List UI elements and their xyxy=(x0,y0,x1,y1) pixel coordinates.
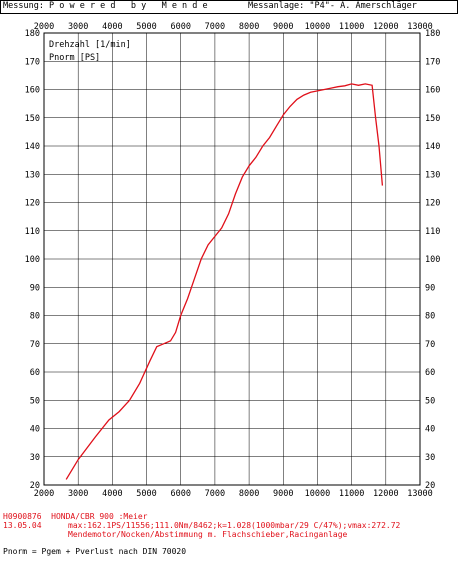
y-tick-label-left: 20 xyxy=(30,481,40,491)
x-tick-label-bottom: 9000 xyxy=(273,489,293,499)
y-tick-label-right: 50 xyxy=(425,396,435,406)
y-tick-label-left: 130 xyxy=(25,170,40,180)
y-tick-label-left: 40 xyxy=(30,425,40,435)
y-tick-label-left: 80 xyxy=(30,312,40,322)
x-tick-label-bottom: 3000 xyxy=(68,489,88,499)
x-tick-label-bottom: 5000 xyxy=(136,489,156,499)
x-tick-label-top: 13000 xyxy=(407,22,433,32)
x-tick-label-top: 8000 xyxy=(239,22,259,32)
grid-layer xyxy=(43,32,421,486)
y-axis-label: Pnorm [PS] xyxy=(49,53,100,63)
info-date: 13.05.04 xyxy=(3,521,42,530)
x-tick-label-bottom: 4000 xyxy=(102,489,122,499)
y-tick-label-left: 140 xyxy=(25,142,40,152)
series-line-pnorm xyxy=(65,83,384,480)
x-tick-label-top: 3000 xyxy=(68,22,88,32)
x-tick-label-bottom: 13000 xyxy=(407,489,433,499)
y-tick-label-right: 150 xyxy=(425,114,440,124)
y-tick-label-right: 110 xyxy=(425,227,440,237)
y-tick-label-left: 100 xyxy=(25,255,40,265)
x-tick-label-top: 4000 xyxy=(102,22,122,32)
x-tick-label-top: 2000 xyxy=(34,22,54,32)
y-tick-label-left: 90 xyxy=(30,283,40,293)
y-tick-label-left: 150 xyxy=(25,114,40,124)
x-tick-label-bottom: 6000 xyxy=(170,489,190,499)
messanlage-text: Messanlage: "P4"- A. Amerschläger xyxy=(248,1,417,11)
y-tick-label-right: 160 xyxy=(425,86,440,96)
y-tick-label-right: 140 xyxy=(425,142,440,152)
x-tick-label-top: 5000 xyxy=(136,22,156,32)
x-tick-label-top: 10000 xyxy=(305,22,331,32)
x-axis-label: Drehzahl [1/min] xyxy=(49,40,131,50)
legend: Drehzahl [1/min] Pnorm [PS] xyxy=(49,40,131,63)
y-tick-label-right: 80 xyxy=(425,312,435,322)
y-tick-label-left: 60 xyxy=(30,368,40,378)
x-tick-label-top: 6000 xyxy=(170,22,190,32)
y-tick-label-left: 170 xyxy=(25,57,40,67)
x-tick-label-bottom: 7000 xyxy=(205,489,225,499)
y-tick-label-right: 90 xyxy=(425,283,435,293)
x-tick-label-bottom: 8000 xyxy=(239,489,259,499)
x-tick-label-bottom: 12000 xyxy=(373,489,399,499)
x-tick-label-bottom: 2000 xyxy=(34,489,54,499)
x-tick-label-top: 9000 xyxy=(273,22,293,32)
y-tick-label-right: 130 xyxy=(425,170,440,180)
y-tick-label-left: 180 xyxy=(25,29,40,39)
y-tick-label-left: 50 xyxy=(30,396,40,406)
y-tick-label-right: 180 xyxy=(425,29,440,39)
dyno-chart: 2000 2000 3000 3000 4000 4000 5000 5000 6000 6000… xyxy=(25,22,441,499)
y-tick-label-right: 40 xyxy=(425,425,435,435)
y-tick-label-right: 170 xyxy=(425,57,440,67)
x-tick-label-top: 7000 xyxy=(205,22,225,32)
y-tick-label-right: 120 xyxy=(425,199,440,209)
info-max-values: max:162.1PS/11556;111.0Nm/8462;k=1.028(1… xyxy=(68,521,401,530)
messung-label: Messung: xyxy=(3,1,44,11)
tick-labels: 2000 2000 3000 3000 4000 4000 5000 5000 6000 6000… xyxy=(25,22,441,499)
x-tick-label-top: 12000 xyxy=(373,22,399,32)
y-tick-label-left: 160 xyxy=(25,86,40,96)
y-tick-label-left: 70 xyxy=(30,340,40,350)
header-box xyxy=(0,0,458,14)
powered-by-text: P o w e r e d b y M e n d e xyxy=(49,1,208,11)
x-tick-label-top: 11000 xyxy=(339,22,365,32)
plot-frame xyxy=(43,32,421,486)
y-tick-label-right: 60 xyxy=(425,368,435,378)
y-tick-label-left: 120 xyxy=(25,199,40,209)
header-bar: Messung: P o w e r e d b y M e n d e Mes… xyxy=(0,0,470,14)
info-line-1: H0900876 HONDA/CBR 900 :Meier xyxy=(3,512,148,521)
y-tick-label-left: 110 xyxy=(25,227,40,237)
footer-note: Pnorm = Pgem + Pverlust nach DIN 70020 xyxy=(3,547,187,556)
x-tick-label-bottom: 11000 xyxy=(339,489,365,499)
y-tick-label-right: 70 xyxy=(425,340,435,350)
y-tick-label-right: 30 xyxy=(425,453,435,463)
info-line-3: Mendemotor/Nocken/Abstimmung m. Flachsch… xyxy=(68,530,348,539)
y-tick-label-left: 30 xyxy=(30,453,40,463)
x-tick-label-bottom: 10000 xyxy=(305,489,331,499)
y-tick-label-right: 100 xyxy=(425,255,440,265)
y-tick-label-right: 20 xyxy=(425,481,435,491)
